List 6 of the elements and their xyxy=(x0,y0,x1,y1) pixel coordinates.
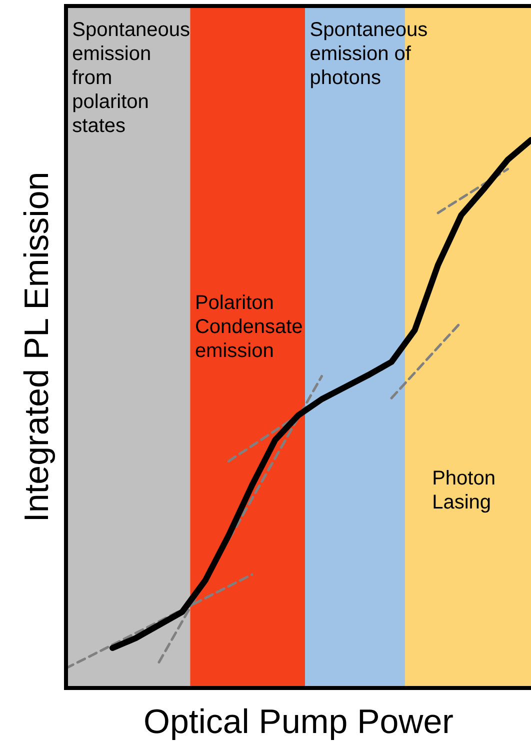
annotation: Photon Lasing xyxy=(432,467,496,514)
y-axis-title: Integrated PL Emission xyxy=(18,172,56,522)
text: Spontaneous emission from polariton states xyxy=(72,18,190,137)
x-axis-title: Optical Pump Power xyxy=(144,703,454,741)
annotation: Polariton Condensate emission xyxy=(194,292,303,362)
text: Spontaneous emission of photons xyxy=(310,18,428,89)
